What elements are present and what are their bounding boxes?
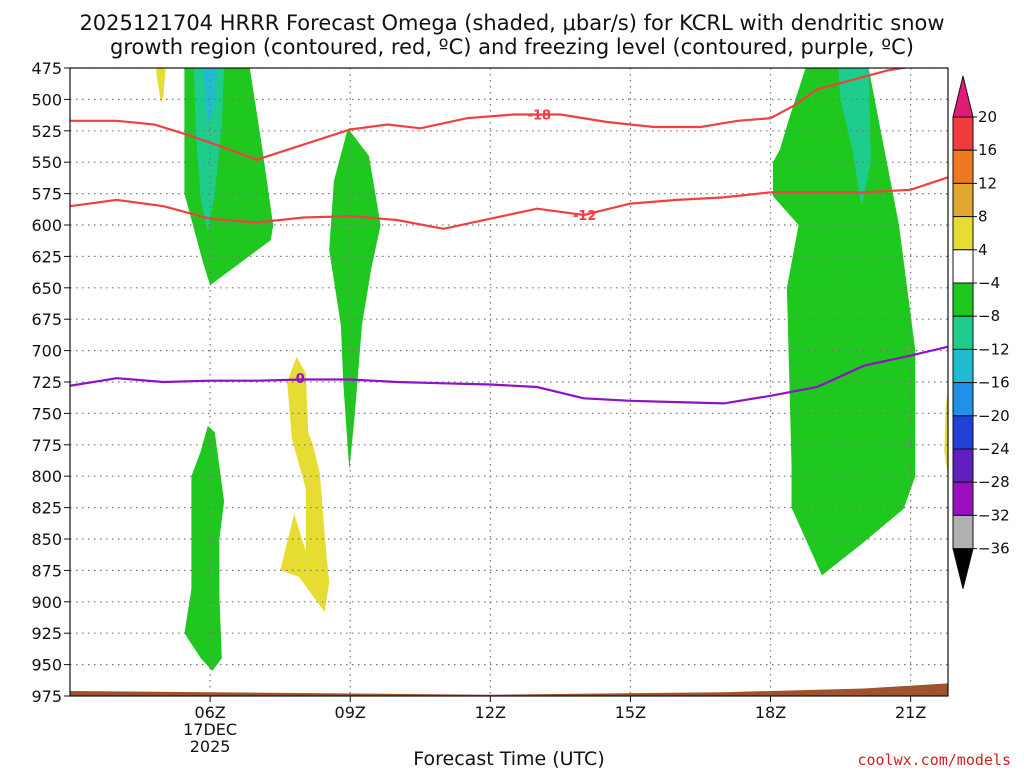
omega-region-d — [329, 128, 381, 470]
colorbar-swatch-12 — [952, 481, 974, 516]
x-tick-label-12Z: 12Z — [475, 703, 506, 722]
colorbar-top-arrow — [952, 75, 974, 118]
colorbar-tick-label-4: 4 — [978, 241, 988, 259]
y-tick-label-875: 875 — [31, 561, 62, 580]
chart-title-line-2: growth region (contoured, red, ºC) and f… — [110, 35, 914, 59]
y-tick-label-575: 575 — [31, 185, 62, 204]
y-tick-label-775: 775 — [31, 436, 62, 455]
colorbar-swatch-2 — [952, 149, 974, 184]
omega-region-j — [944, 388, 948, 477]
omega-region-i — [838, 68, 871, 207]
y-tick-label-675: 675 — [31, 310, 62, 329]
y-tick-label-650: 650 — [31, 279, 62, 298]
omega-region-c — [203, 68, 218, 125]
omega-region-b — [193, 68, 225, 232]
colorbar-swatch-9 — [952, 382, 974, 417]
y-tick-label-975: 975 — [31, 687, 62, 706]
colorbar-tick-label-2: 12 — [978, 174, 997, 192]
isotherm-minus18 — [70, 68, 910, 161]
colorbar-swatch-8 — [952, 348, 974, 384]
colorbar-tick-label-1: 16 — [978, 141, 997, 159]
y-tick-label-825: 825 — [31, 499, 62, 518]
colorbar-swatch-13 — [952, 514, 974, 550]
freezing-level-0 — [70, 345, 948, 405]
omega-region-g — [156, 68, 166, 104]
contours: -18 -12 0 — [70, 68, 948, 405]
gridlines — [70, 68, 948, 696]
colorbar-tick-label-5: −4 — [978, 274, 1000, 292]
y-axis: 475 500 525 550 575 600 625 650 675 700 725 750 775 8… — [31, 59, 70, 706]
colorbar-tick-label-3: 8 — [978, 208, 988, 226]
colorbar-bottom-arrow — [952, 548, 974, 589]
credit-text: coolwx.com/models — [857, 751, 1011, 768]
x-tick-label-21Z: 21Z — [895, 703, 926, 722]
x-tick-label-15Z: 15Z — [615, 703, 646, 722]
colorbar: 20 16 12 8 4 −4 −8 −12 −16 −20 −24 −28 −32 −36 — [952, 75, 1010, 589]
y-tick-label-700: 700 — [31, 342, 62, 361]
colorbar-swatch-1 — [952, 116, 974, 151]
colorbar-swatch-5 — [952, 249, 974, 284]
x-tick-label-09Z: 09Z — [335, 703, 366, 722]
chart-title-line-1: 2025121704 HRRR Forecast Omega (shaded, … — [79, 11, 944, 35]
colorbar-tick-label-7: −12 — [978, 340, 1010, 358]
x-axis-label: Forecast Time (UTC) — [413, 748, 604, 768]
x-tick-sublabel-year: 2025 — [190, 737, 231, 756]
x-tick-label-06Z: 06Z — [194, 703, 225, 722]
y-tick-label-850: 850 — [31, 530, 62, 549]
colorbar-swatch-4 — [952, 216, 974, 251]
terrain — [70, 683, 948, 696]
colorbar-swatch-3 — [952, 182, 974, 218]
y-tick-label-550: 550 — [31, 153, 62, 172]
colorbar-tick-label-10: −24 — [978, 440, 1010, 458]
y-tick-label-750: 750 — [31, 404, 62, 423]
colorbar-tick-label-12: −32 — [978, 506, 1010, 524]
colorbar-swatch-7 — [952, 315, 974, 350]
y-tick-label-925: 925 — [31, 624, 62, 643]
y-tick-label-800: 800 — [31, 467, 62, 486]
omega-region-f — [280, 356, 330, 612]
isotherm-minus18-label: -18 — [528, 108, 552, 123]
omega-region-e — [184, 426, 225, 671]
y-tick-label-500: 500 — [31, 90, 62, 109]
terrain-fill — [70, 683, 948, 696]
isotherm-minus12-label: -12 — [573, 209, 597, 224]
y-tick-label-725: 725 — [31, 373, 62, 392]
y-tick-label-475: 475 — [31, 59, 62, 78]
colorbar-swatch-11 — [952, 448, 974, 483]
omega-region-h — [772, 68, 916, 576]
colorbar-tick-label-0: 20 — [978, 108, 997, 126]
x-tick-label-18Z: 18Z — [755, 703, 786, 722]
plot-area: -18 -12 0 — [70, 68, 948, 696]
colorbar-tick-label-8: −16 — [978, 374, 1010, 392]
y-tick-label-900: 900 — [31, 593, 62, 612]
colorbar-swatch-10 — [952, 415, 974, 450]
x-tick-sublabel-date: 17DEC — [183, 720, 237, 739]
omega-shading — [156, 68, 948, 671]
y-tick-label-525: 525 — [31, 122, 62, 141]
isotherm-minus12 — [70, 176, 948, 230]
colorbar-tick-label-9: −20 — [978, 407, 1010, 425]
colorbar-swatch-6 — [952, 282, 974, 317]
colorbar-tick-label-6: −8 — [978, 307, 1000, 325]
y-tick-label-625: 625 — [31, 247, 62, 266]
y-tick-label-950: 950 — [31, 656, 62, 675]
freezing-level-0-label: 0 — [296, 372, 305, 387]
y-tick-label-600: 600 — [31, 216, 62, 235]
colorbar-tick-label-13: −36 — [978, 540, 1010, 558]
colorbar-tick-label-11: −28 — [978, 473, 1010, 491]
